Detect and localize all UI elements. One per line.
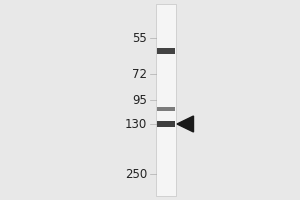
Text: 55: 55 — [132, 31, 147, 45]
Bar — [157, 48, 175, 54]
Bar — [157, 107, 175, 111]
Text: 95: 95 — [132, 94, 147, 106]
Text: 72: 72 — [132, 68, 147, 80]
Text: 250: 250 — [125, 168, 147, 180]
Polygon shape — [177, 116, 194, 132]
Bar — [157, 121, 175, 127]
Bar — [156, 4, 176, 196]
Text: 130: 130 — [125, 117, 147, 130]
